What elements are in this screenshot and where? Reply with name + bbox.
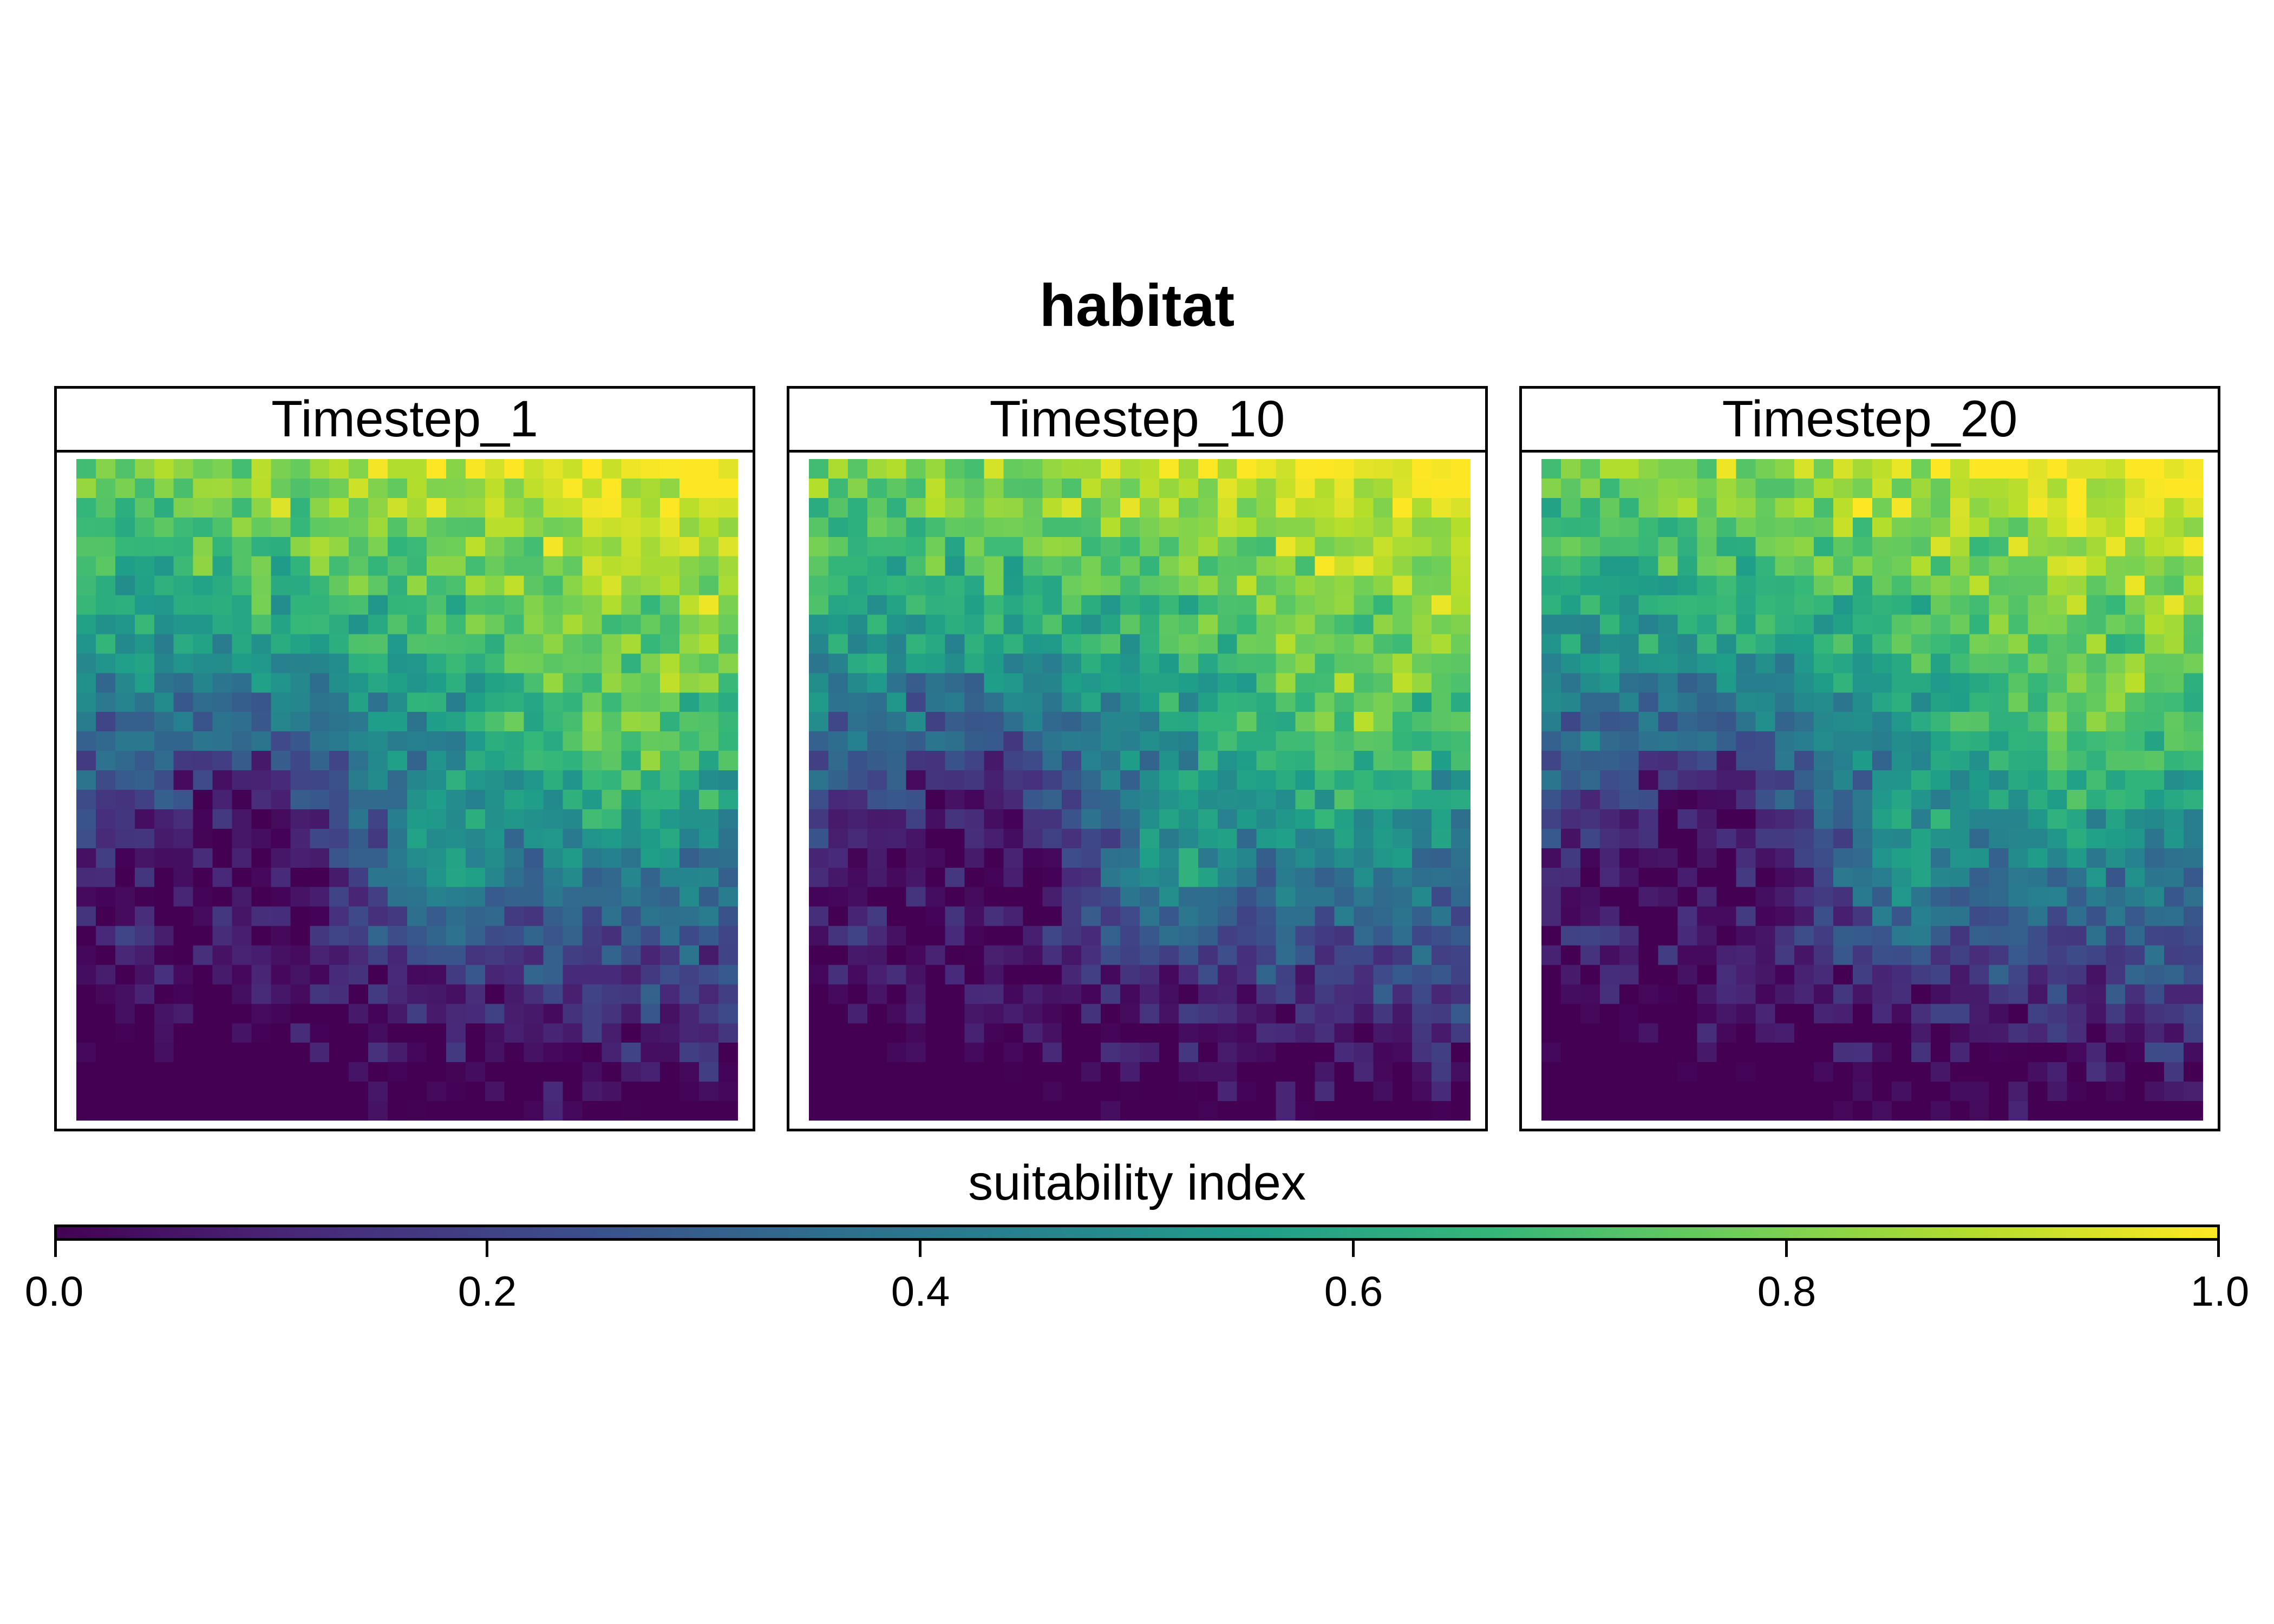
colorbar [54, 1224, 2220, 1241]
legend-title: suitability index [968, 1155, 1306, 1210]
panel-timestep-1: Timestep_1 [54, 386, 755, 1131]
colorbar-tick [919, 1241, 922, 1257]
colorbar-tick [54, 1241, 57, 1257]
heatmap-raster [76, 459, 738, 1121]
colorbar-tick-label: 0.8 [1757, 1267, 1816, 1315]
colorbar-tick [1352, 1241, 1355, 1257]
heatmap-raster [809, 459, 1471, 1121]
panel-strip-label: Timestep_10 [789, 389, 1485, 453]
colorbar-tick-label: 0.0 [24, 1267, 84, 1315]
colorbar-tick [486, 1241, 488, 1257]
panel-timestep-20: Timestep_20 [1519, 386, 2220, 1131]
colorbar-tick-label: 1.0 [2190, 1267, 2250, 1315]
heatmap-raster [1541, 459, 2203, 1121]
panel-timestep-10: Timestep_10 [787, 386, 1488, 1131]
panel-strip-label: Timestep_1 [57, 389, 753, 453]
chart-title: habitat [1039, 272, 1235, 339]
colorbar-tick [1785, 1241, 1788, 1257]
colorbar-tick [2217, 1241, 2220, 1257]
panel-strip-label: Timestep_20 [1522, 389, 2218, 453]
colorbar-tick-label: 0.6 [1324, 1267, 1383, 1315]
colorbar-tick-label: 0.4 [891, 1267, 950, 1315]
colorbar-tick-label: 0.2 [458, 1267, 517, 1315]
